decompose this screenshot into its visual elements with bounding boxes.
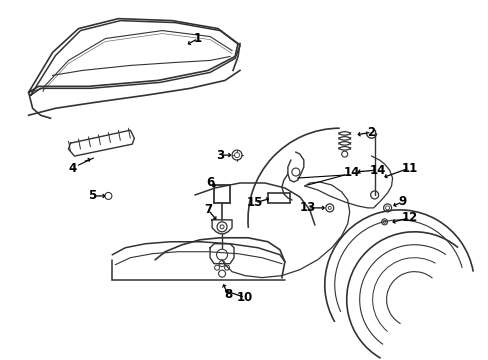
Text: 6: 6 — [205, 176, 214, 189]
Text: 1: 1 — [194, 32, 202, 45]
Text: 10: 10 — [236, 291, 253, 304]
Text: 13: 13 — [299, 201, 315, 215]
Text: 9: 9 — [398, 195, 406, 208]
Text: 11: 11 — [401, 162, 417, 175]
Text: 7: 7 — [203, 203, 212, 216]
Text: 8: 8 — [224, 288, 232, 301]
Text: 2: 2 — [367, 126, 375, 139]
Text: 4: 4 — [68, 162, 77, 175]
Text: 14: 14 — [343, 166, 359, 179]
Text: 14: 14 — [368, 163, 385, 176]
Text: 5: 5 — [88, 189, 96, 202]
Text: 3: 3 — [216, 149, 224, 162]
Text: 12: 12 — [401, 211, 417, 224]
Text: 15: 15 — [246, 197, 263, 210]
